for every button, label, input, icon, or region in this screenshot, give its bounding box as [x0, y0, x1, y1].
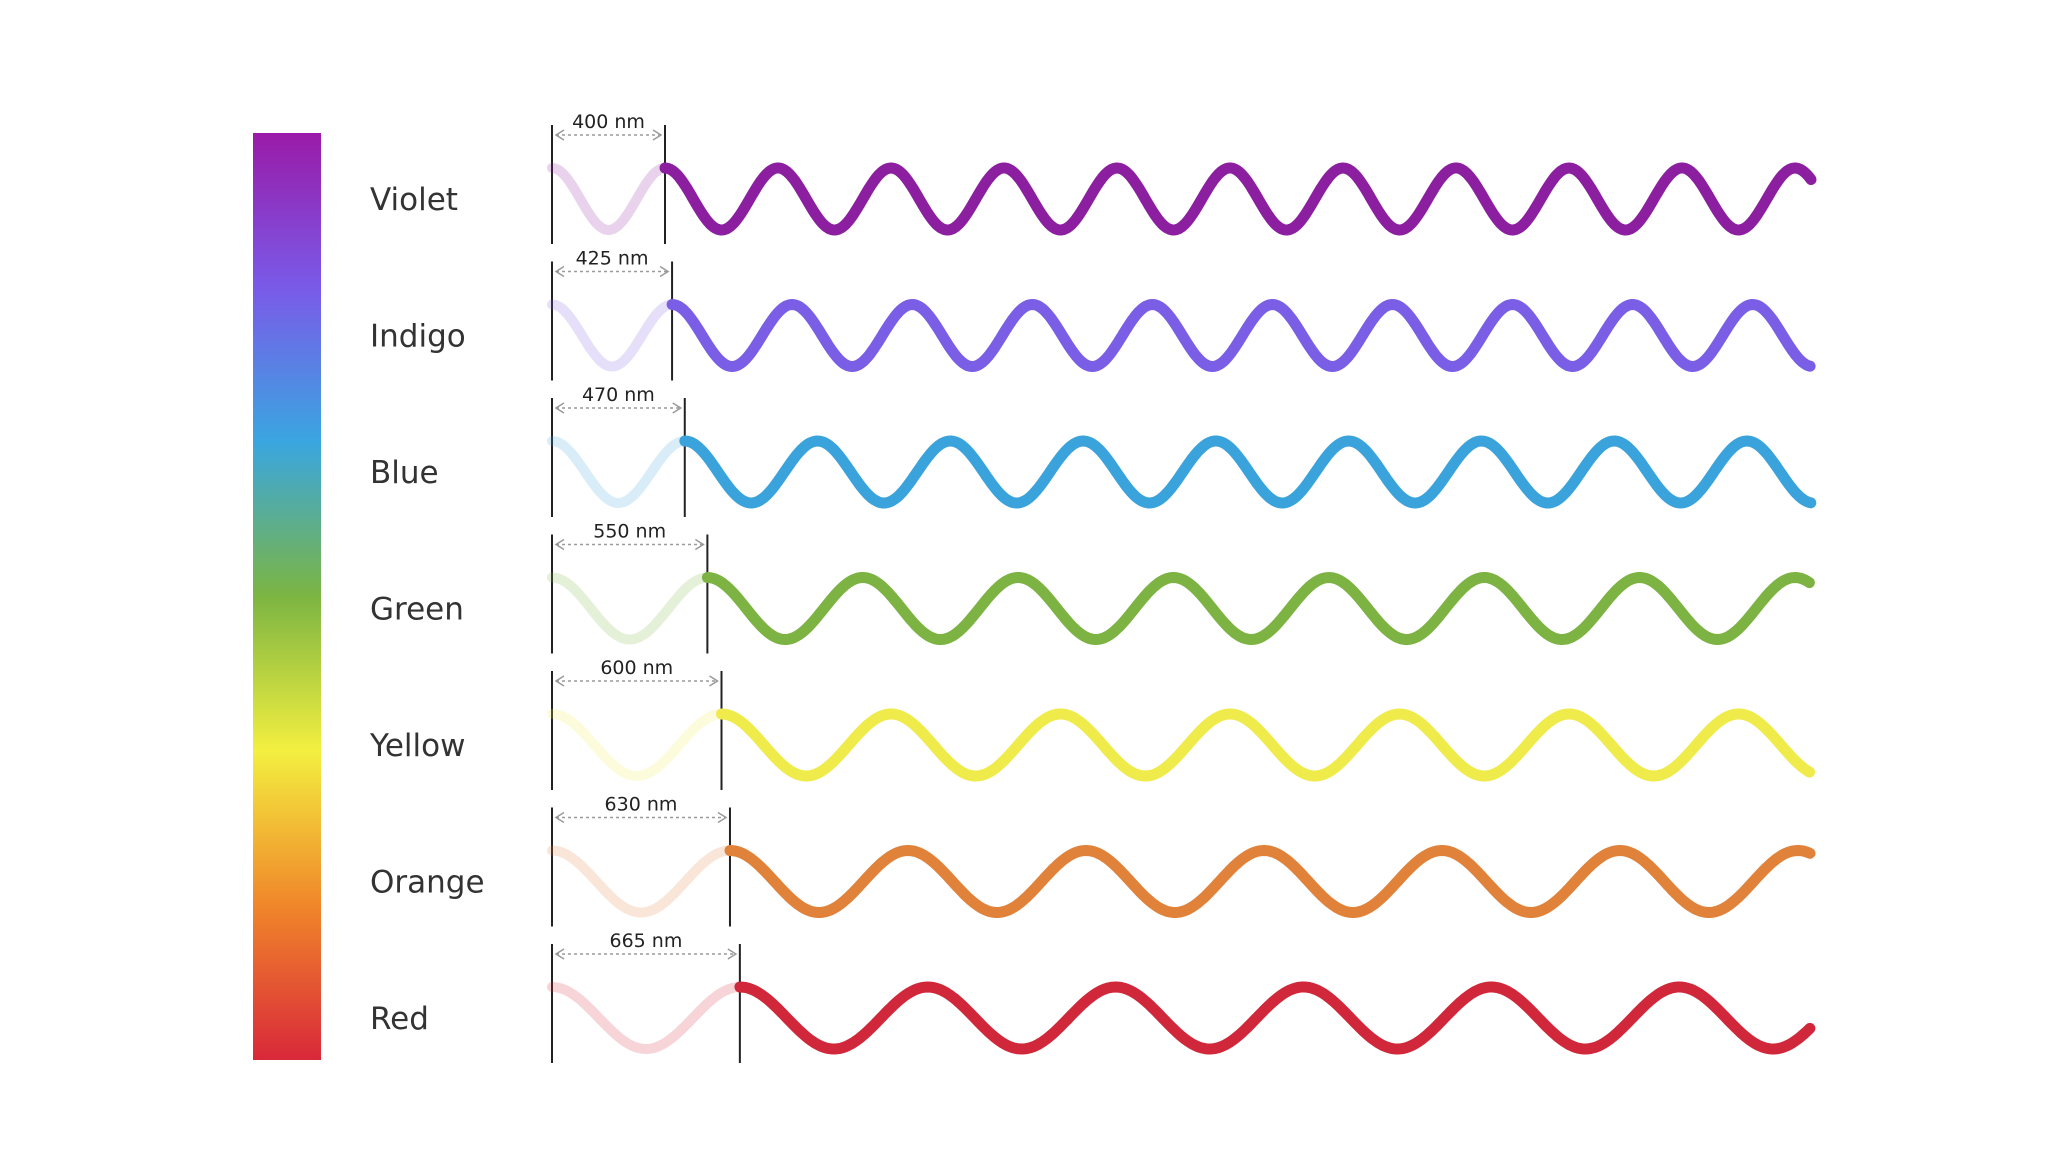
color-label-violet: Violet: [370, 182, 458, 218]
wave-indigo: [666, 299, 1816, 372]
faded-reference-cycle-blue: [547, 436, 689, 509]
wavelength-label-orange: 630 nm: [605, 794, 678, 816]
left-arrowhead-violet: [554, 129, 565, 141]
band-row-blue: Blue 470 nm: [370, 384, 1817, 517]
right-arrowhead-violet: [652, 129, 663, 141]
left-arrowhead-orange: [554, 811, 565, 824]
faded-reference-cycle-violet: [547, 163, 669, 236]
wave-green: [701, 572, 1815, 645]
faded-reference-cycle-green: [547, 572, 711, 645]
band-row-green: Green 550 nm: [370, 521, 1815, 654]
wavelength-label-violet: 400 nm: [572, 111, 645, 133]
color-label-orange: Orange: [370, 865, 485, 901]
wavelength-label-green: 550 nm: [593, 521, 666, 543]
faded-reference-cycle-yellow: [547, 709, 725, 781]
left-arrowhead-red: [554, 948, 565, 960]
left-arrowhead-yellow: [554, 675, 565, 687]
band-row-red: Red 665 nm: [370, 930, 1816, 1063]
band-row-orange: Orange 630 nm: [370, 794, 1816, 927]
color-label-red: Red: [370, 1001, 429, 1037]
faded-reference-cycle-orange: [547, 845, 733, 918]
wavelength-label-red: 665 nm: [610, 930, 683, 952]
band-row-indigo: Indigo 425 nm: [370, 248, 1816, 381]
right-arrowhead-green: [694, 538, 705, 551]
wavelength-label-indigo: 425 nm: [576, 248, 649, 270]
wavelength-label-blue: 470 nm: [582, 384, 655, 406]
wavelength-label-yellow: 600 nm: [600, 657, 673, 679]
band-row-violet: Violet 400 nm: [370, 111, 1817, 244]
color-label-yellow: Yellow: [369, 728, 465, 764]
right-arrowhead-yellow: [709, 675, 719, 687]
wave-red: [734, 981, 1816, 1055]
band-row-yellow: Yellow 600 nm: [369, 657, 1815, 790]
faded-reference-cycle-red: [547, 982, 743, 1055]
wave-blue: [679, 435, 1817, 509]
right-arrowhead-blue: [672, 402, 683, 414]
color-label-indigo: Indigo: [370, 319, 466, 355]
left-arrowhead-indigo: [554, 265, 565, 278]
wave-yellow: [716, 708, 1815, 782]
wave-violet: [659, 162, 1817, 236]
spectrum-gradient-bar: [253, 133, 321, 1060]
color-label-green: Green: [370, 592, 464, 628]
right-arrowhead-red: [727, 948, 738, 960]
right-arrowhead-orange: [717, 811, 728, 824]
wave-orange: [724, 845, 1816, 918]
color-label-blue: Blue: [370, 455, 439, 491]
faded-reference-cycle-indigo: [547, 299, 677, 372]
left-arrowhead-blue: [554, 402, 565, 414]
right-arrowhead-indigo: [659, 265, 670, 278]
left-arrowhead-green: [554, 538, 565, 551]
